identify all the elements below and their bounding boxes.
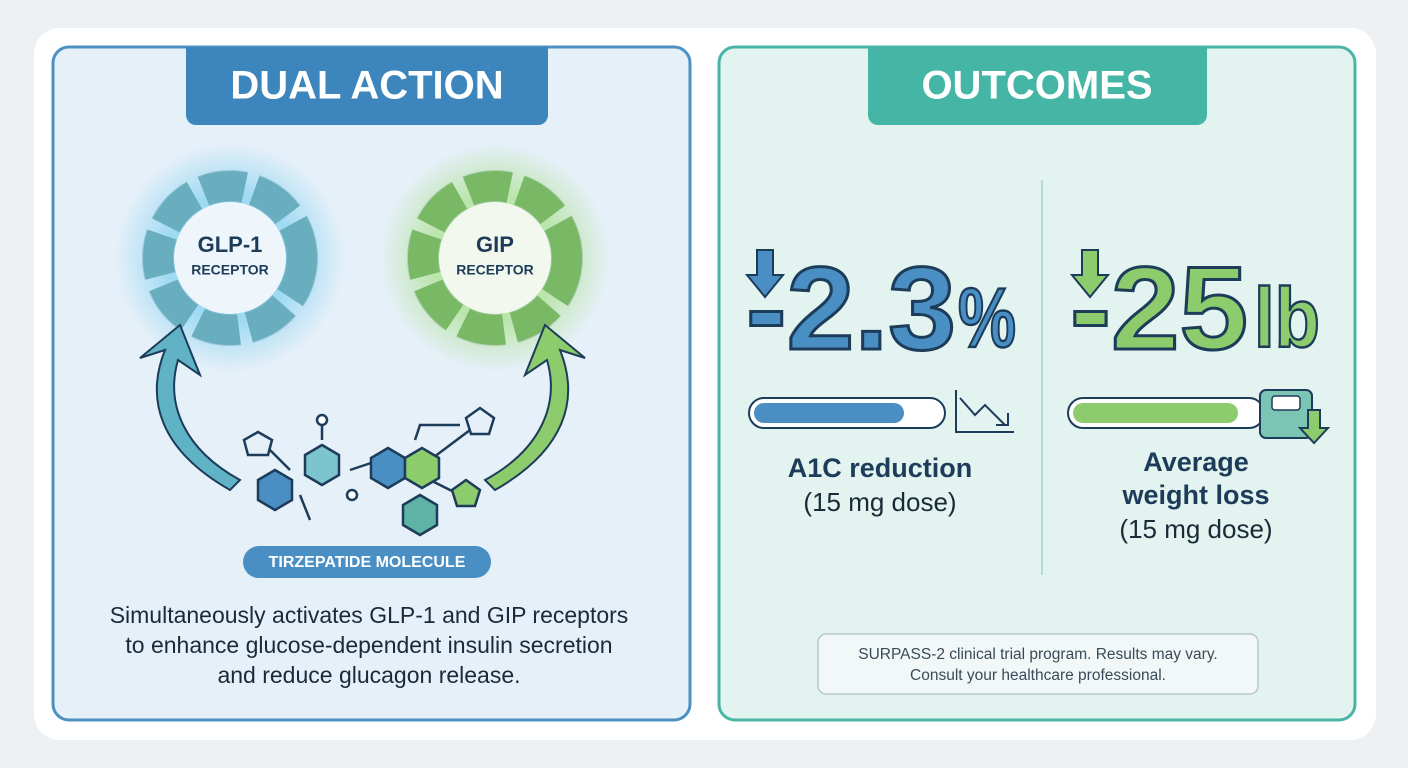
arrow (483, 323, 586, 492)
footnote-box (817, 633, 1259, 695)
scale-icon (1259, 389, 1331, 445)
receptor-ring-outline (407, 170, 583, 346)
description-line: Simultaneously activates GLP-1 and GIP r… (110, 602, 629, 628)
receptor-name: GIP (476, 232, 514, 257)
receptor-center (174, 202, 286, 314)
metric-note: (15 mg dose) (803, 487, 956, 517)
receptor-name: GLP-1 (198, 232, 263, 257)
progress-fill (1073, 403, 1238, 423)
arrow (139, 323, 242, 492)
trend-icon (955, 390, 1014, 433)
right-panel (717, 45, 1357, 722)
left-title-tab (186, 47, 548, 125)
molecule-label: TIRZEPATIDE MOLECULE (269, 554, 466, 571)
progress-fill (754, 403, 904, 423)
receptor-label: RECEPTOR (191, 262, 269, 278)
footnote-line: SURPASS-2 clinical trial program. Result… (858, 646, 1217, 663)
left-title: DUAL ACTION (230, 64, 503, 108)
receptor-label: RECEPTOR (456, 262, 534, 278)
metric-unit: lb (1254, 271, 1320, 365)
metric-label: Average (1143, 447, 1249, 477)
metric-value: -2.3 (746, 243, 956, 375)
metric-label: A1C reduction (788, 453, 973, 483)
description-line: and reduce glucagon release. (217, 662, 520, 688)
receptor-ring (408, 171, 582, 345)
metric-note: (15 mg dose) (1119, 514, 1272, 544)
right-title: OUTCOMES (921, 64, 1152, 108)
molecule-label-pill (243, 546, 491, 578)
down-arrow (1069, 249, 1111, 299)
molecule (242, 406, 496, 537)
receptor-center (439, 202, 551, 314)
receptor-ring (143, 171, 317, 345)
footnote-line: Consult your healthcare professional. (910, 667, 1166, 684)
metric-label: weight loss (1121, 480, 1269, 510)
receptor-ring-outline (142, 170, 318, 346)
metric-value: -25 (1070, 243, 1248, 375)
description-line: to enhance glucose-dependent insulin sec… (125, 632, 612, 658)
down-arrow (744, 249, 786, 299)
right-title-tab (868, 47, 1207, 125)
metric-unit: % (958, 271, 1016, 365)
